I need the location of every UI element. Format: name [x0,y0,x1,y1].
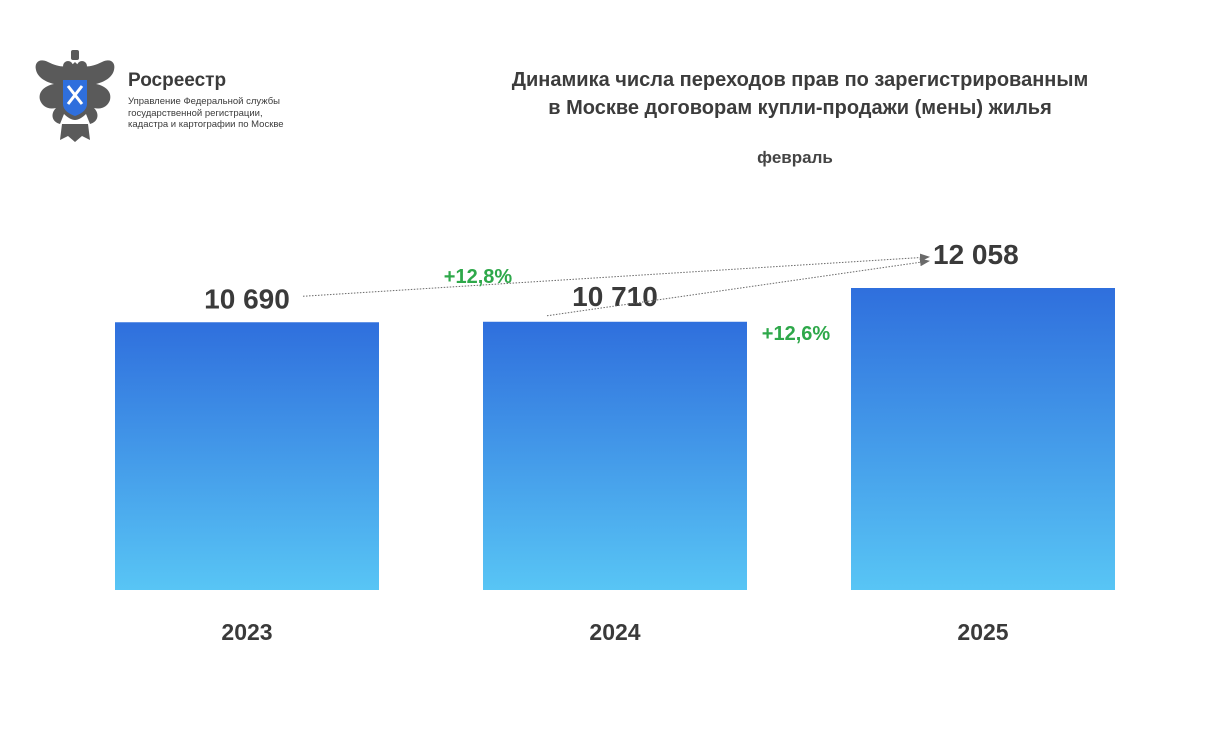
chart-title-line: Динамика числа переходов прав по зарегис… [511,69,1089,91]
chart-title: Динамика числа переходов прав по зарегис… [400,66,1200,122]
change-arrow-2023 [302,253,930,297]
change-annotation: +12,8% [444,266,513,288]
eagle-emblem-icon [35,50,115,142]
value-label: 10 690 [204,283,290,314]
category-label: 2023 [221,619,272,645]
category-label: 2025 [957,619,1008,645]
value-label: 12 058 [933,239,1019,270]
brand-subtitle: Управление Федеральной службы государств… [128,96,318,131]
brand-subtitle-line: Управление Федеральной службы [128,96,280,107]
bar-2023 [115,322,379,590]
rosreestr-logo: Росреестр Управление Федеральной службы … [30,48,330,148]
brand-subtitle-line: государственной регистрации, [128,107,263,119]
change-arrow-2024 [546,258,930,317]
value-label: 10 710 [572,281,658,312]
chart-title-line: в Москве договорам купли-продажи (мены) … [548,97,1052,119]
change-annotation: +12,6% [762,323,831,345]
brand-name: Росреестр [128,70,227,91]
category-label: 2024 [589,619,640,645]
chart-subtitle: февраль [757,148,833,167]
brand-subtitle-line: кадастра и картографии по Москве [128,119,284,130]
bar-2025 [851,288,1115,590]
bar-2024 [483,321,747,590]
